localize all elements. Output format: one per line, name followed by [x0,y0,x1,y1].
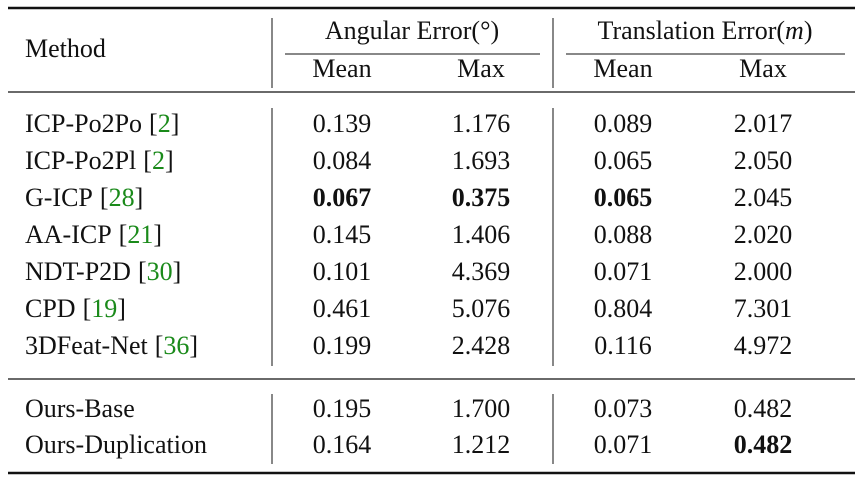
method-name: Ours-Duplication [25,430,207,459]
method: G-ICP [28] [25,183,143,212]
method: 3DFeat-Net [36] [25,331,198,360]
cell: 0.071 [594,257,653,286]
method: AA-ICP [21] [25,220,162,249]
cell: 0.145 [313,220,372,249]
bracket: [ [155,331,164,360]
citation: 30 [147,257,173,286]
method-name: 3DFeat-Net [25,331,149,360]
bracket: [ [138,257,147,286]
bracket: [ [143,146,152,175]
cell: 0.164 [313,430,372,459]
cell: 0.101 [313,257,372,286]
cell: 0.199 [313,331,372,360]
group-header: Translation Error(m) [598,16,813,45]
citation: 19 [91,294,117,323]
bracket: ] [135,183,144,212]
group-header: Angular Error(°) [325,16,499,45]
method: NDT-P2D [30] [25,257,181,286]
cell: 4.972 [734,331,793,360]
bracket: [ [100,183,109,212]
cell: 1.693 [452,146,511,175]
cell: 1.212 [452,430,511,459]
cell: 2.020 [734,220,793,249]
citation: 2 [152,146,165,175]
cell: 2.428 [452,331,511,360]
bracket: [ [119,220,128,249]
cell: 5.076 [452,294,511,323]
bracket: ] [189,331,198,360]
method-name: Ours-Base [25,394,135,423]
method-name: CPD [25,294,76,323]
bracket: ] [153,220,162,249]
group-title: Angular Error( [325,16,480,45]
sub-header: Max [739,54,787,83]
method-header: Method [25,34,106,63]
citation: 28 [109,183,135,212]
unit: m [785,16,804,45]
bracket: ] [173,257,182,286]
cell: 1.406 [452,220,511,249]
cell: 0.482 [734,430,793,459]
method: Ours-Base [25,394,135,423]
cell: 0.461 [313,294,372,323]
sub-header: Mean [593,54,652,83]
cell: 0.088 [594,220,653,249]
bracket: [ [83,294,92,323]
cell: 0.065 [594,183,653,212]
method: Ours-Duplication [25,430,207,459]
cell: 0.804 [594,294,653,323]
cell: 1.176 [452,109,511,138]
cell: 0.482 [734,394,793,423]
cell: 0.375 [452,183,511,212]
method: ICP-Po2Po [2] [25,109,179,138]
sub-header: Mean [312,54,371,83]
unit: ° [480,16,490,45]
cell: 0.116 [594,331,652,360]
cell: 2.000 [734,257,793,286]
cell: 1.700 [452,394,511,423]
bracket: [ [149,109,158,138]
cell: 0.073 [594,394,653,423]
cell: 0.139 [313,109,372,138]
group-title: Translation Error( [598,16,786,45]
cell: 0.195 [313,394,372,423]
sub-header: Max [457,54,505,83]
cell: 7.301 [734,294,793,323]
cell: 0.084 [313,146,372,175]
bracket: ] [171,109,180,138]
cell: 2.045 [734,183,793,212]
method: ICP-Po2Pl [2] [25,146,174,175]
cell: 4.369 [452,257,511,286]
cell: 0.065 [594,146,653,175]
citation: 21 [127,220,153,249]
citation: 36 [163,331,189,360]
method-name: AA-ICP [25,220,112,249]
bracket: ] [117,294,126,323]
method-name: NDT-P2D [25,257,131,286]
cell: 0.071 [594,430,653,459]
paren: ) [490,16,499,45]
cell: 2.050 [734,146,793,175]
cell: 2.017 [734,109,793,138]
cell: 0.067 [313,183,372,212]
method: CPD [19] [25,294,126,323]
citation: 2 [158,109,171,138]
paren: ) [804,16,813,45]
method-name: G-ICP [25,183,93,212]
bracket: ] [165,146,174,175]
method-name: ICP-Po2Po [25,109,142,138]
method-name: ICP-Po2Pl [25,146,136,175]
cell: 0.089 [594,109,653,138]
